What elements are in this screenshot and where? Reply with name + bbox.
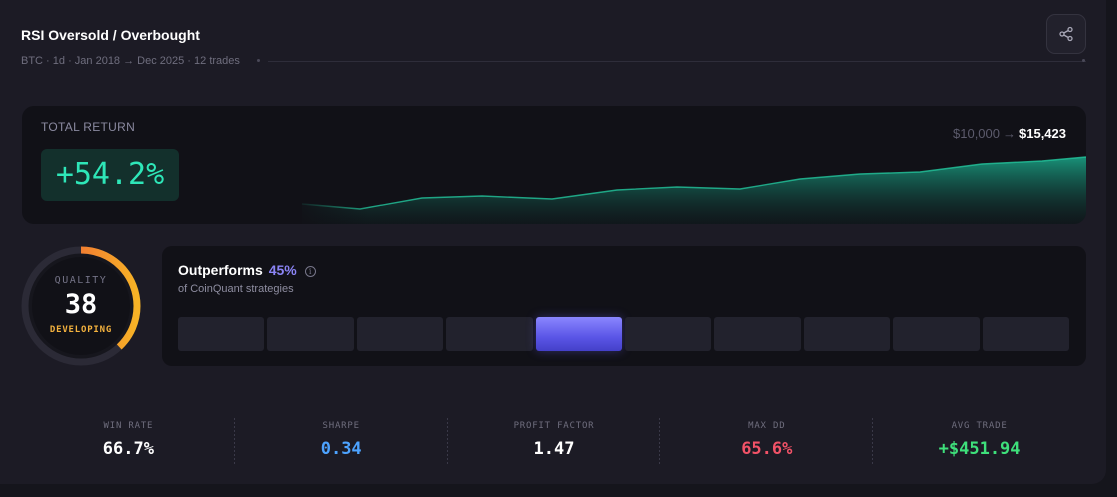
stat-label: SHARPE bbox=[322, 421, 360, 431]
percentile-bars bbox=[178, 317, 1070, 351]
stat-value: 65.6% bbox=[741, 439, 793, 459]
percentile-bar bbox=[803, 317, 891, 351]
outperform-panel: Outperforms 45% i of CoinQuant strategie… bbox=[162, 246, 1086, 366]
quality-gauge-ring bbox=[21, 246, 141, 366]
stat-label: WIN RATE bbox=[103, 421, 154, 431]
stat-value: 0.34 bbox=[320, 439, 362, 459]
stats-row: WIN RATE 66.7% SHARPE 0.34 PROFIT FACTOR… bbox=[22, 410, 1086, 466]
stat-divider bbox=[446, 418, 448, 464]
strategy-subtitle: BTC · 1d · Jan 2018 → Dec 2025 · 12 trad… bbox=[21, 55, 240, 67]
outperform-subtitle: of CoinQuant strategies bbox=[178, 283, 294, 295]
divider-dot bbox=[257, 59, 260, 62]
stat-sharpe: SHARPE 0.34 bbox=[235, 410, 448, 466]
quality-gauge: QUALITY 38 DEVELOPING bbox=[20, 245, 142, 367]
total-return-value: +54.2% bbox=[55, 157, 165, 192]
stat-value: 1.47 bbox=[533, 439, 575, 459]
share-button[interactable] bbox=[1046, 14, 1086, 54]
quality-status: DEVELOPING bbox=[49, 325, 113, 335]
stat-label: AVG TRADE bbox=[951, 421, 1008, 431]
stat-divider bbox=[233, 418, 235, 464]
outperform-percent: 45% bbox=[268, 262, 297, 278]
percentile-bar bbox=[714, 317, 801, 351]
total-return-badge: +54.2% bbox=[41, 149, 179, 201]
info-icon[interactable]: i bbox=[304, 266, 316, 277]
percentile-bar bbox=[982, 317, 1070, 351]
quality-label: QUALITY bbox=[54, 275, 108, 286]
stat-value: 66.7% bbox=[102, 439, 154, 459]
share-icon bbox=[1059, 26, 1073, 42]
percentile-bar bbox=[178, 317, 265, 351]
stat-value: +$451.94 bbox=[938, 439, 1021, 459]
percentile-bar-active bbox=[535, 317, 623, 351]
stat-label: PROFIT FACTOR bbox=[513, 421, 595, 431]
strategy-title: RSI Oversold / Overbought bbox=[21, 27, 200, 43]
stat-max-dd: MAX DD 65.6% bbox=[660, 410, 874, 466]
end-equity: $15,423 bbox=[1019, 126, 1066, 141]
outperform-title: Outperforms bbox=[178, 262, 263, 278]
percentile-bar bbox=[267, 317, 354, 351]
percentile-bar bbox=[625, 317, 712, 351]
stat-win-rate: WIN RATE 66.7% bbox=[22, 410, 235, 466]
outperform-heading: Outperforms 45% i bbox=[178, 262, 316, 278]
stat-divider bbox=[872, 418, 874, 464]
total-return-panel: TOTAL RETURN +54.2% $10,000 → $15,423 bbox=[22, 106, 1086, 224]
percentile-bar bbox=[893, 317, 980, 351]
percentile-bar bbox=[356, 317, 444, 351]
start-equity: $10,000 bbox=[953, 126, 1000, 141]
strategy-card: RSI Oversold / Overbought BTC · 1d · Jan… bbox=[20, 14, 1086, 466]
header-divider bbox=[268, 61, 1086, 62]
total-return-label: TOTAL RETURN bbox=[41, 120, 136, 134]
stat-label: MAX DD bbox=[748, 421, 786, 431]
quality-score: 38 bbox=[64, 289, 98, 320]
quality-gauge-fill bbox=[21, 246, 141, 366]
stat-avg-trade: AVG TRADE +$451.94 bbox=[873, 410, 1086, 466]
equity-curve-chart bbox=[292, 146, 1086, 224]
stat-profit-factor: PROFIT FACTOR 1.47 bbox=[448, 410, 661, 466]
percentile-bar bbox=[446, 317, 533, 351]
divider-dot bbox=[1082, 59, 1085, 62]
equity-range: $10,000 → $15,423 bbox=[953, 126, 1066, 141]
arrow-icon: → bbox=[1003, 126, 1016, 141]
stat-divider bbox=[659, 418, 661, 464]
